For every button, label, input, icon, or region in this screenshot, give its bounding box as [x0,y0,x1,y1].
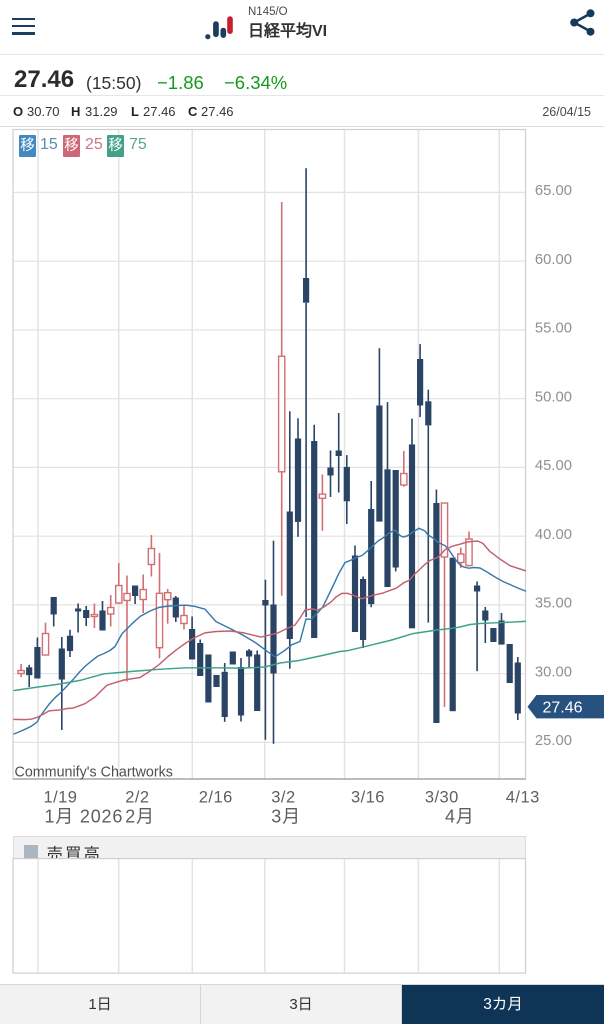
svg-text:2月: 2月 [125,807,155,827]
svg-text:1月 2026: 1月 2026 [45,807,124,827]
svg-text:35.00: 35.00 [535,596,572,612]
svg-text:25.00: 25.00 [535,733,572,749]
svg-text:2/16: 2/16 [199,789,233,807]
svg-text:55.00: 55.00 [535,321,572,337]
svg-text:Communify's Chartworks: Communify's Chartworks [15,765,173,781]
svg-text:2/2: 2/2 [125,789,149,807]
svg-text:3/30: 3/30 [425,789,459,807]
svg-text:65.00: 65.00 [535,183,572,199]
svg-text:3/16: 3/16 [351,789,385,807]
svg-text:3/2: 3/2 [271,789,295,807]
svg-text:60.00: 60.00 [535,252,572,268]
svg-text:27.46: 27.46 [543,700,583,717]
svg-text:45.00: 45.00 [535,458,572,474]
svg-text:30.00: 30.00 [535,664,572,680]
svg-text:4/13: 4/13 [506,789,540,807]
svg-text:50.00: 50.00 [535,389,572,405]
svg-text:3月: 3月 [271,807,301,827]
svg-text:1/19: 1/19 [44,789,78,807]
svg-text:40.00: 40.00 [535,527,572,543]
svg-text:4月: 4月 [445,807,475,827]
